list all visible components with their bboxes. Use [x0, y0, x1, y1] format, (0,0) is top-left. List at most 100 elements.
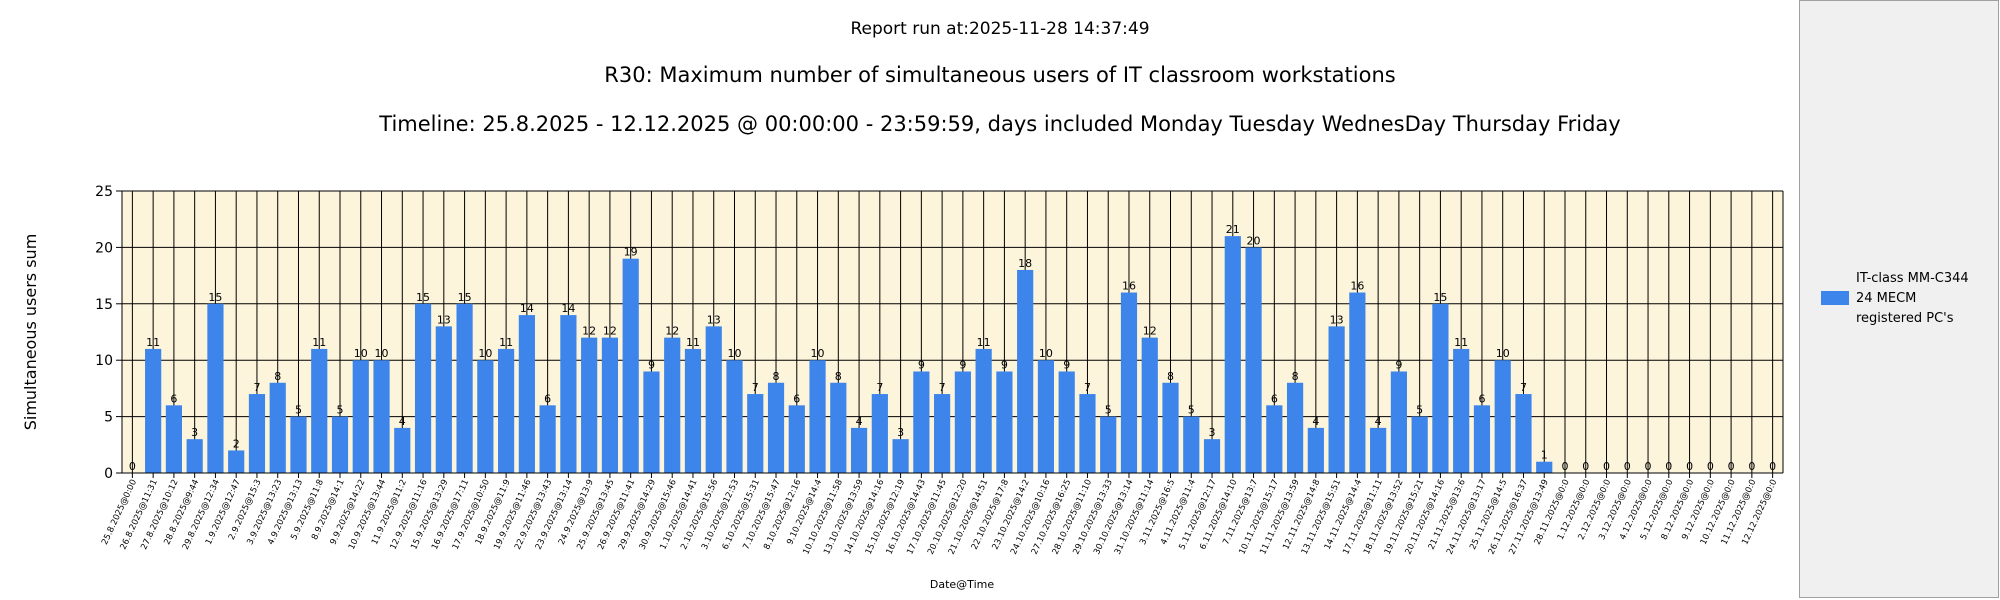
- data-label: 11: [977, 336, 991, 349]
- bar: [1162, 382, 1179, 473]
- bar: [1494, 360, 1511, 473]
- data-label: 9: [1001, 358, 1008, 371]
- bar: [1141, 337, 1158, 473]
- bar: [1370, 427, 1387, 473]
- bar: [165, 405, 183, 473]
- y-tick-label: 25: [95, 184, 113, 200]
- data-label: 12: [582, 325, 596, 338]
- data-label: 0: [1769, 460, 1776, 473]
- bar: [518, 315, 535, 473]
- data-label: 6: [544, 392, 551, 405]
- y-tick-label: 20: [95, 240, 113, 256]
- bar: [456, 303, 473, 473]
- data-label: 10: [354, 347, 368, 360]
- bar: [664, 337, 681, 473]
- bar: [747, 394, 764, 473]
- x-axis-label: Date@Time: [930, 578, 994, 591]
- bar: [1328, 326, 1345, 473]
- data-label: 15: [208, 291, 222, 304]
- report-run-timestamp: Report run at:2025-11-28 14:37:49: [850, 19, 1150, 39]
- data-label: 8: [1167, 370, 1174, 383]
- bar: [331, 416, 349, 473]
- bar: [145, 348, 162, 473]
- bar: [435, 326, 452, 473]
- data-label: 0: [129, 460, 136, 473]
- bar: [207, 303, 224, 473]
- bar: [622, 258, 639, 473]
- data-label: 18: [1018, 257, 1032, 270]
- bar: [1037, 360, 1055, 473]
- data-label: 15: [416, 291, 430, 304]
- bar: [560, 315, 577, 473]
- bar: [601, 337, 619, 473]
- bar: [705, 326, 722, 473]
- data-label: 16: [1350, 280, 1364, 293]
- bar: [1515, 394, 1532, 473]
- data-label: 13: [437, 313, 451, 326]
- data-label: 3: [1209, 426, 1216, 439]
- bar: [1536, 461, 1553, 473]
- data-label: 10: [727, 347, 741, 360]
- y-tick-label: 10: [95, 353, 113, 369]
- bar: [1079, 394, 1096, 473]
- bars: [145, 236, 1553, 473]
- x-axis-ticks: 25.8.2025@0:0026.8.2025@11:3127.8.2025@1…: [100, 473, 1779, 556]
- bar: [1307, 427, 1324, 473]
- data-label: 8: [274, 370, 281, 383]
- data-label: 11: [312, 336, 326, 349]
- data-label: 0: [1686, 460, 1693, 473]
- bar: [477, 360, 494, 473]
- data-label: 5: [295, 404, 302, 417]
- plot-area: [122, 191, 1783, 473]
- legend-panel: IT-class MM-C344 24 MECM registered PC's: [1799, 0, 1999, 598]
- data-label: 10: [478, 347, 492, 360]
- bar: [1224, 236, 1241, 473]
- data-label: 6: [1478, 392, 1485, 405]
- chart-title: R30: Maximum number of simultaneous user…: [604, 63, 1396, 87]
- data-label: 9: [648, 358, 655, 371]
- data-label: 11: [499, 336, 513, 349]
- data-label: 16: [1122, 280, 1136, 293]
- data-label: 6: [793, 392, 800, 405]
- bar: [1120, 292, 1138, 473]
- bar: [767, 382, 785, 473]
- data-label: 3: [897, 426, 904, 439]
- data-label: 19: [624, 246, 638, 259]
- data-label: 7: [1520, 381, 1527, 394]
- data-label: 10: [1039, 347, 1053, 360]
- bar: [1286, 382, 1304, 473]
- bar: [830, 382, 847, 473]
- data-label: 10: [375, 347, 389, 360]
- data-label: 0: [1748, 460, 1755, 473]
- bar: [1245, 247, 1262, 473]
- data-label: 0: [1561, 460, 1568, 473]
- bar: [809, 360, 826, 473]
- data-label: 3: [191, 426, 198, 439]
- y-tick-label: 15: [95, 297, 113, 313]
- bar: [1473, 405, 1491, 473]
- data-label: 0: [1603, 460, 1610, 473]
- data-label: 13: [707, 313, 721, 326]
- bar: [643, 371, 660, 473]
- bar: [414, 303, 432, 473]
- data-label: 8: [773, 370, 780, 383]
- data-label: 20: [1247, 234, 1261, 247]
- data-label: 0: [1582, 460, 1589, 473]
- data-label: 0: [1645, 460, 1652, 473]
- data-label: 0: [1624, 460, 1631, 473]
- data-label: 12: [665, 325, 679, 338]
- bar: [498, 348, 515, 473]
- legend-label-line-3: registered PC's: [1856, 311, 1954, 326]
- bar: [186, 439, 203, 473]
- bar: [726, 360, 743, 473]
- data-label: 7: [752, 381, 759, 394]
- data-label: 7: [876, 381, 883, 394]
- bar: [248, 394, 266, 473]
- data-label: 7: [939, 381, 946, 394]
- bar: [352, 360, 369, 473]
- data-label: 5: [1188, 404, 1195, 417]
- bar: [788, 405, 805, 473]
- bar: [1349, 292, 1366, 473]
- bar: [1203, 439, 1221, 473]
- bar: [1390, 371, 1407, 473]
